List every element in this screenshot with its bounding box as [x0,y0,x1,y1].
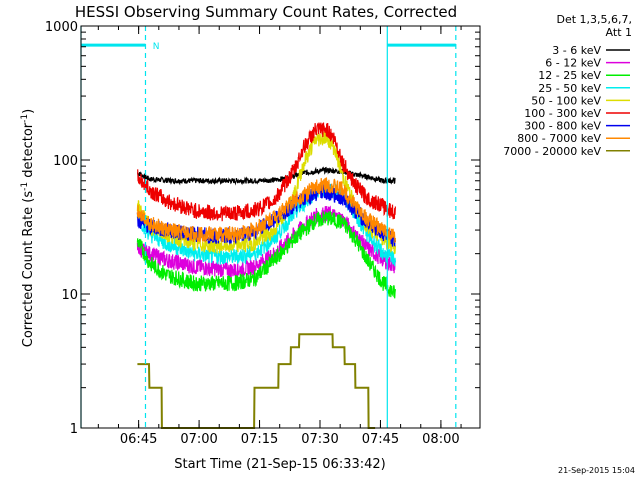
x-tick-label: 07:00 [180,432,217,447]
y-axis-label-end: ) [21,109,36,114]
timestamp: 21-Sep-2015 15:04 [558,466,635,475]
axes-layer: 06:45 07:00 07:15 07:30 07:45 08:00 1 10 100 1000 [45,20,481,447]
y-tick-label: 1000 [45,20,78,35]
series-line-5 [137,122,396,222]
y-tick-label: 10 [61,288,78,303]
y-axis-label-main: Corrected Count Rate (s [21,191,36,348]
legend-label: 6 - 12 keV [545,57,601,70]
y-axis-label-sup1: -1 [20,182,30,191]
x-tick-label: 07:30 [301,432,338,447]
legend-label: 50 - 100 keV [531,94,601,107]
legend-header-line2: Att 1 [606,26,632,39]
y-tick-label: 1 [70,422,78,437]
x-axis-label: Start Time (21-Sep-15 06:33:42) [174,457,385,472]
legend-label: 12 - 25 keV [538,69,601,82]
legend-label: 100 - 300 keV [524,107,601,120]
legend-label: 7000 - 20000 keV [503,145,601,158]
series-layer [136,122,396,429]
series-line-8 [137,333,376,429]
x-tick-label: 06:45 [120,432,157,447]
flag-label: N [153,42,160,52]
legend-label: 300 - 800 keV [524,120,601,133]
plot-frame [80,25,481,429]
legend-label: 3 - 6 keV [552,44,601,57]
chart-title: HESSI Observing Summary Count Rates, Cor… [75,3,457,21]
y-axis-label: Corrected Count Rate (s-1 detector-1) [20,109,36,347]
series-line-7 [136,177,396,243]
legend-header-line1: Det 1,3,5,6,7, [556,13,632,26]
series-line-2 [136,211,396,299]
y-axis-label-mid: detector [21,122,36,182]
legend-label: 25 - 50 keV [538,82,601,95]
x-tick-label: 08:00 [422,432,459,447]
legend-label: 800 - 7000 keV [517,132,601,145]
y-axis-label-sup2: -1 [20,114,30,123]
x-tick-label: 07:15 [241,432,278,447]
y-tick-label: 100 [53,154,78,169]
x-tick-label: 07:45 [362,432,399,447]
